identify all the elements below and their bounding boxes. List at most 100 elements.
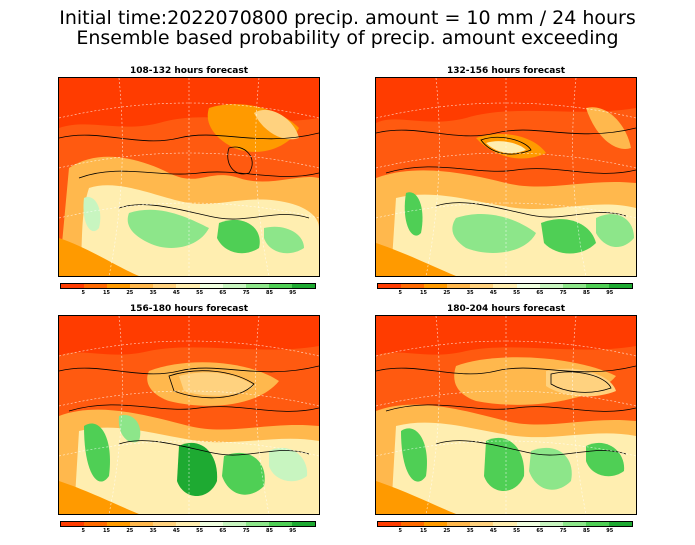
legend-swatch <box>176 522 200 526</box>
legend-label: 85 <box>582 290 590 296</box>
legend-label: 45 <box>172 290 180 296</box>
legend-label: 35 <box>466 528 474 534</box>
legend-label: 5 <box>81 528 86 534</box>
legend-label: 45 <box>172 528 180 534</box>
panel-title: 132-156 hours forecast <box>446 66 566 76</box>
legend-swatch <box>199 522 223 526</box>
legend-swatch <box>470 284 494 288</box>
legend-label: 55 <box>196 528 204 534</box>
legend-swatch <box>539 522 563 526</box>
legend-swatch <box>130 284 154 288</box>
color-legend-bar <box>377 521 633 527</box>
legend-label: 95 <box>606 528 614 534</box>
panel-title: 108-132 hours forecast <box>129 66 249 76</box>
color-legend-bar <box>60 521 316 527</box>
legend-label: 25 <box>126 290 134 296</box>
legend-swatch <box>562 522 586 526</box>
probability-map <box>375 77 637 277</box>
legend-swatch <box>107 284 131 288</box>
legend-swatch <box>61 522 85 526</box>
legend-swatch <box>401 522 425 526</box>
figure-title-line-1: Initial time:2022070800 precip. amount =… <box>59 7 636 29</box>
legend-label: 55 <box>513 528 521 534</box>
legend-swatch <box>401 284 425 288</box>
legend-swatch <box>608 284 633 288</box>
legend-swatch <box>291 284 316 288</box>
legend-label: 75 <box>559 528 567 534</box>
legend-label: 35 <box>149 528 157 534</box>
legend-label: 75 <box>559 290 567 296</box>
legend-swatch <box>585 284 609 288</box>
legend-swatch <box>222 522 246 526</box>
legend-label: 5 <box>81 290 86 296</box>
map-graphic <box>376 78 636 276</box>
legend-swatch <box>608 522 633 526</box>
legend-label: 45 <box>489 528 497 534</box>
legend-label: 95 <box>289 290 297 296</box>
legend-swatch <box>378 522 402 526</box>
color-legend-bar <box>377 283 633 289</box>
legend-swatch <box>424 522 448 526</box>
legend-swatch <box>199 284 223 288</box>
legend-label: 5 <box>398 290 403 296</box>
legend-swatch <box>268 284 292 288</box>
legend-swatch <box>245 284 269 288</box>
legend-label: 45 <box>489 290 497 296</box>
figure-title-line-2: Ensemble based probability of precip. am… <box>76 27 619 49</box>
color-legend-labels: 5 15 25 35 45 55 65 75 85 95 <box>377 290 633 298</box>
legend-label: 15 <box>420 528 428 534</box>
panel-title: 180-204 hours forecast <box>446 304 566 314</box>
legend-swatch <box>84 284 108 288</box>
legend-swatch <box>268 522 292 526</box>
map-graphic <box>59 78 319 276</box>
legend-swatch <box>222 284 246 288</box>
legend-swatch <box>84 522 108 526</box>
legend-swatch <box>61 284 85 288</box>
legend-label: 85 <box>265 528 273 534</box>
legend-swatch <box>493 284 517 288</box>
legend-swatch <box>245 522 269 526</box>
legend-label: 65 <box>219 528 227 534</box>
legend-swatch <box>176 284 200 288</box>
legend-swatch <box>562 284 586 288</box>
legend-swatch <box>516 522 540 526</box>
legend-swatch <box>585 522 609 526</box>
legend-label: 95 <box>289 528 297 534</box>
color-legend-bar <box>60 283 316 289</box>
legend-label: 5 <box>398 528 403 534</box>
legend-label: 75 <box>242 290 250 296</box>
legend-label: 25 <box>443 290 451 296</box>
probability-map <box>58 77 320 277</box>
color-legend: 5 15 25 35 45 55 65 75 85 95 <box>377 283 633 298</box>
legend-swatch <box>378 284 402 288</box>
legend-label: 95 <box>606 290 614 296</box>
legend-label: 85 <box>265 290 273 296</box>
legend-label: 15 <box>420 290 428 296</box>
legend-label: 85 <box>582 528 590 534</box>
legend-swatch <box>107 522 131 526</box>
legend-swatch <box>493 522 517 526</box>
legend-swatch <box>153 284 177 288</box>
color-legend-labels: 5 15 25 35 45 55 65 75 85 95 <box>60 528 316 536</box>
color-legend: 5 15 25 35 45 55 65 75 85 95 <box>60 283 316 298</box>
legend-label: 25 <box>126 528 134 534</box>
legend-label: 15 <box>103 290 111 296</box>
legend-label: 15 <box>103 528 111 534</box>
legend-swatch <box>153 522 177 526</box>
legend-swatch <box>447 284 471 288</box>
legend-swatch <box>424 284 448 288</box>
legend-label: 75 <box>242 528 250 534</box>
legend-swatch <box>291 522 316 526</box>
probability-map <box>58 315 320 515</box>
panel-title: 156-180 hours forecast <box>129 304 249 314</box>
color-legend: 5 15 25 35 45 55 65 75 85 95 <box>60 521 316 536</box>
legend-label: 65 <box>219 290 227 296</box>
legend-label: 55 <box>196 290 204 296</box>
color-legend: 5 15 25 35 45 55 65 75 85 95 <box>377 521 633 536</box>
legend-swatch <box>516 284 540 288</box>
map-graphic <box>59 316 319 514</box>
color-legend-labels: 5 15 25 35 45 55 65 75 85 95 <box>377 528 633 536</box>
legend-label: 25 <box>443 528 451 534</box>
legend-label: 35 <box>466 290 474 296</box>
legend-label: 35 <box>149 290 157 296</box>
